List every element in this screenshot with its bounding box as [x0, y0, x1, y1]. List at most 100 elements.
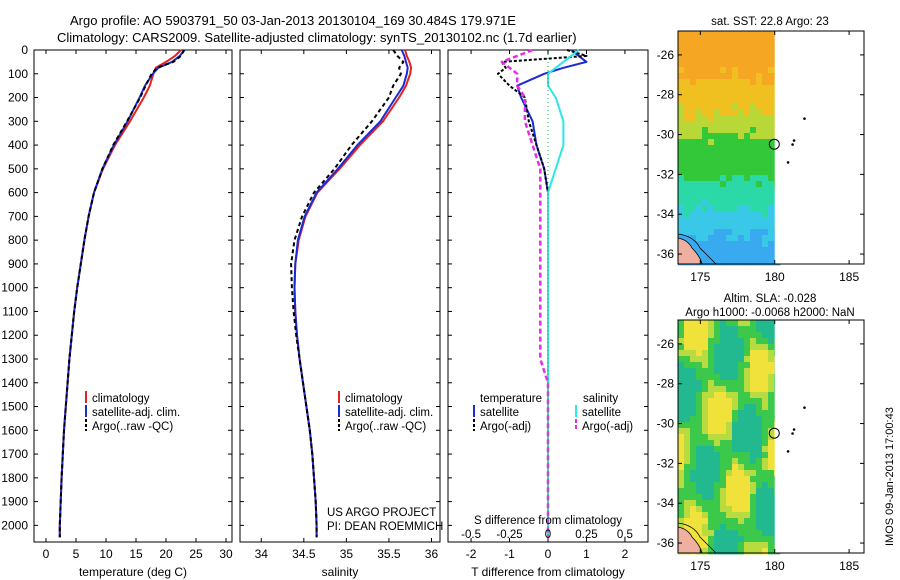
map-cell: [708, 452, 715, 459]
map-cell: [750, 326, 757, 333]
map-cell: [744, 446, 751, 453]
map-cell: [726, 494, 733, 501]
map-cell: [756, 356, 763, 363]
map-x-tick-label: 175: [690, 559, 710, 573]
map-cell: [684, 169, 691, 176]
map-cell: [720, 43, 727, 50]
map-cell: [678, 193, 685, 200]
map-cell: [744, 362, 751, 369]
map-cell: [690, 470, 697, 477]
map-cell: [738, 362, 745, 369]
map-cell: [732, 169, 739, 176]
map-cell: [696, 247, 703, 254]
map-cell: [738, 169, 745, 176]
map-cell: [702, 187, 709, 194]
map-cell: [750, 127, 757, 134]
map-cell: [720, 518, 727, 525]
map-cell: [732, 187, 739, 194]
map-cell: [708, 428, 715, 435]
map-cell: [690, 127, 697, 134]
map-cell: [720, 193, 727, 200]
depth-tick-label: 100: [8, 67, 28, 81]
map-cell: [678, 205, 685, 212]
map-cell: [702, 85, 709, 92]
map-cell: [684, 428, 691, 435]
map-cell: [768, 536, 775, 543]
map-cell: [720, 488, 727, 495]
map-cell: [708, 374, 715, 381]
map-cell: [762, 211, 769, 218]
map-cell: [720, 470, 727, 477]
map-cell: [768, 55, 775, 62]
map-cell: [690, 133, 697, 140]
map-cell: [726, 362, 733, 369]
map-cell: [756, 103, 763, 110]
map-cell: [696, 145, 703, 152]
map-cell: [684, 73, 691, 80]
map-cell: [750, 259, 757, 266]
map-cell: [684, 139, 691, 146]
map-cell: [696, 43, 703, 50]
map-cell: [756, 476, 763, 483]
map-cell: [768, 542, 775, 549]
map-cell: [726, 368, 733, 375]
map-cell: [726, 247, 733, 254]
map-cell: [714, 121, 721, 128]
map-cell: [756, 127, 763, 134]
depth-tick-label: 1200: [1, 328, 28, 342]
map-cell: [744, 536, 751, 543]
x-tick-label: 35: [340, 547, 354, 561]
map-cell: [738, 61, 745, 68]
map-cell: [768, 181, 775, 188]
map-cell: [714, 49, 721, 56]
map-cell: [756, 404, 763, 411]
map-cell: [678, 223, 685, 230]
map-cell: [678, 73, 685, 80]
map-cell: [702, 422, 709, 429]
map-cell: [768, 121, 775, 128]
map-cell: [720, 241, 727, 248]
map-cell: [696, 524, 703, 531]
map-cell: [678, 464, 685, 471]
map-cell: [684, 37, 691, 44]
map-cell: [768, 524, 775, 531]
series-line-temperature-argo-adj-: [497, 49, 588, 538]
x-tick-label: 36: [425, 547, 439, 561]
x-tick-label: 5: [73, 547, 80, 561]
map-cell: [702, 404, 709, 411]
map-cell: [732, 205, 739, 212]
map-cell: [702, 326, 709, 333]
map-cell: [690, 332, 697, 339]
map-cell: [744, 494, 751, 501]
map-cell: [708, 139, 715, 146]
map-cell: [714, 169, 721, 176]
map-cell: [690, 61, 697, 68]
map-cell: [702, 380, 709, 387]
map-cell: [744, 163, 751, 170]
map-cell: [714, 332, 721, 339]
map-cell: [678, 169, 685, 176]
map-cell: [744, 43, 751, 50]
map-cell: [738, 536, 745, 543]
map-cell: [720, 350, 727, 357]
map-cell: [750, 241, 757, 248]
map-cell: [744, 205, 751, 212]
map-cell: [756, 434, 763, 441]
map-cell: [744, 31, 751, 38]
map-cell: [768, 368, 775, 375]
map-cell: [744, 548, 751, 555]
map-cell: [744, 79, 751, 86]
map-cell: [732, 223, 739, 230]
map-cell: [684, 332, 691, 339]
map-cell: [708, 259, 715, 266]
map-cell: [744, 67, 751, 74]
map-cell: [684, 410, 691, 417]
temperature-panel-frame: [33, 49, 233, 543]
depth-tick-label: 1700: [1, 447, 28, 461]
map-cell: [720, 211, 727, 218]
map-cell: [708, 410, 715, 417]
map-cell: [714, 133, 721, 140]
sla-map-title: Altim. SLA: -0.028: [724, 293, 817, 305]
map-cell: [720, 31, 727, 38]
map-cell: [684, 43, 691, 50]
